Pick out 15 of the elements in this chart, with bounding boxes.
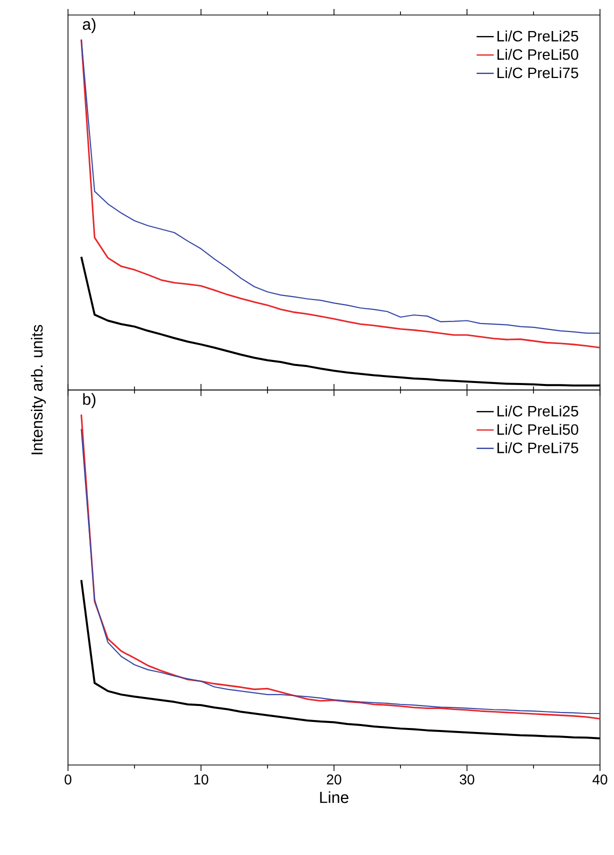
chart-title: b) <box>83 393 96 408</box>
chart-title: a) <box>82 18 96 34</box>
x-tick-label: 30 <box>460 774 474 784</box>
legend-label: Li/C PreLi25 <box>498 30 578 42</box>
x-tick-label: 20 <box>326 774 342 784</box>
x-axis-title: Line <box>320 791 348 804</box>
legend-label: Li/C PreLi50 <box>498 424 578 435</box>
x-tick-label: 40 <box>592 774 608 784</box>
x-tick-label: 10 <box>194 774 208 784</box>
legend-label: Li/C PreLi75 <box>498 442 578 454</box>
x-tick-label: 0 <box>64 774 72 784</box>
y-axis-title: Intensity arb. units <box>30 324 46 454</box>
legend-label: Li/C PreLi75 <box>498 67 578 78</box>
legend-label: Li/C PreLi25 <box>498 405 578 416</box>
legend-label: Li/C PreLi50 <box>498 48 578 60</box>
